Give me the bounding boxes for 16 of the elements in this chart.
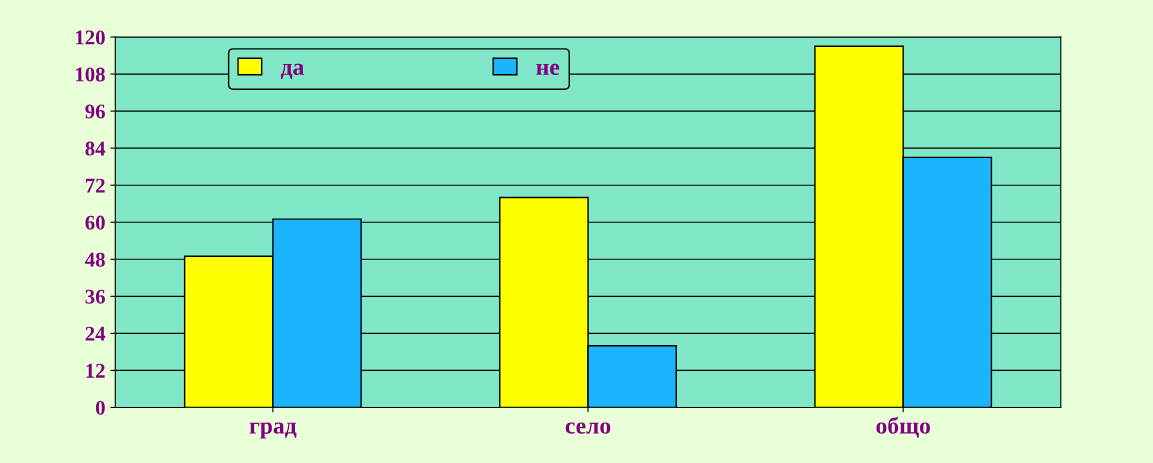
y-tick-label: 108 (76, 67, 105, 82)
y-tick-label: 120 (76, 30, 105, 45)
y-tick-label: 72 (85, 178, 105, 193)
y-tick-label: 24 (85, 326, 106, 341)
x-tick-label: град (249, 422, 297, 439)
y-tick-label: 36 (85, 289, 105, 304)
y-tick-label: 48 (85, 252, 105, 267)
y-tick-label: 96 (85, 104, 105, 119)
y-tick-label: 12 (86, 363, 105, 378)
legend-label: не (536, 63, 560, 76)
x-tick-label: село (565, 422, 611, 434)
y-tick-label: 60 (85, 215, 105, 230)
y-tick-label: 0 (95, 400, 105, 415)
y-tick-label: 84 (85, 141, 106, 156)
legend-label: да (280, 63, 304, 79)
x-tick-label: общо (876, 416, 930, 438)
